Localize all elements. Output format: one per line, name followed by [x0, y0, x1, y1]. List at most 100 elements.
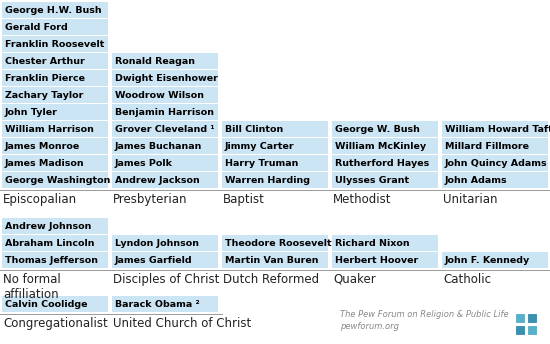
- Text: Unitarian: Unitarian: [443, 193, 498, 206]
- Text: John Adams: John Adams: [445, 176, 508, 185]
- Text: Zachary Taylor: Zachary Taylor: [5, 91, 84, 100]
- Bar: [442, 121, 548, 137]
- Bar: [2, 296, 108, 312]
- Bar: [112, 235, 218, 251]
- Text: Disciples of Christ: Disciples of Christ: [113, 273, 219, 286]
- Text: Congregationalist: Congregationalist: [3, 317, 108, 330]
- Text: Richard Nixon: Richard Nixon: [335, 239, 410, 248]
- Bar: [442, 138, 548, 154]
- Bar: [332, 172, 438, 188]
- Bar: [2, 172, 108, 188]
- Bar: [2, 218, 108, 234]
- Bar: [112, 155, 218, 171]
- Text: Grover Cleveland ¹: Grover Cleveland ¹: [115, 125, 214, 134]
- Text: John Quincy Adams: John Quincy Adams: [445, 159, 548, 168]
- Bar: [112, 172, 218, 188]
- Bar: [515, 325, 525, 335]
- Text: John F. Kennedy: John F. Kennedy: [445, 256, 530, 265]
- Text: George W. Bush: George W. Bush: [335, 125, 420, 134]
- Bar: [222, 235, 328, 251]
- Text: No formal
affiliation: No formal affiliation: [3, 273, 60, 301]
- Text: Ulysses Grant: Ulysses Grant: [335, 176, 409, 185]
- Bar: [442, 172, 548, 188]
- Text: Harry Truman: Harry Truman: [225, 159, 298, 168]
- Text: Rutherford Hayes: Rutherford Hayes: [335, 159, 429, 168]
- Text: Chester Arthur: Chester Arthur: [5, 57, 85, 66]
- Bar: [2, 2, 108, 18]
- Text: Jimmy Carter: Jimmy Carter: [225, 142, 295, 151]
- Bar: [515, 313, 525, 323]
- Bar: [2, 87, 108, 103]
- Text: James Garfield: James Garfield: [115, 256, 192, 265]
- Text: The Pew Forum on Religion & Public Life
pewforum.org: The Pew Forum on Religion & Public Life …: [340, 310, 509, 331]
- Bar: [222, 172, 328, 188]
- Text: Martin Van Buren: Martin Van Buren: [225, 256, 318, 265]
- Bar: [222, 121, 328, 137]
- Bar: [2, 104, 108, 120]
- Bar: [527, 325, 537, 335]
- Text: Benjamin Harrison: Benjamin Harrison: [115, 108, 214, 117]
- Bar: [2, 19, 108, 35]
- Bar: [527, 313, 537, 323]
- Bar: [2, 70, 108, 86]
- Bar: [112, 121, 218, 137]
- Bar: [332, 235, 438, 251]
- Bar: [112, 296, 218, 312]
- Text: George Washington: George Washington: [5, 176, 111, 185]
- Bar: [332, 121, 438, 137]
- Text: James Madison: James Madison: [5, 159, 85, 168]
- Bar: [2, 36, 108, 52]
- Text: Ronald Reagan: Ronald Reagan: [115, 57, 195, 66]
- Text: Millard Fillmore: Millard Fillmore: [445, 142, 529, 151]
- Text: James Polk: James Polk: [115, 159, 173, 168]
- Bar: [332, 155, 438, 171]
- Text: Calvin Coolidge: Calvin Coolidge: [5, 300, 87, 309]
- Bar: [222, 155, 328, 171]
- Bar: [2, 155, 108, 171]
- Bar: [442, 252, 548, 268]
- Text: James Buchanan: James Buchanan: [115, 142, 202, 151]
- Text: Woodrow Wilson: Woodrow Wilson: [115, 91, 204, 100]
- Text: William Howard Taft: William Howard Taft: [445, 125, 550, 134]
- Bar: [222, 138, 328, 154]
- Text: John Tyler: John Tyler: [5, 108, 58, 117]
- Text: Episcopalian: Episcopalian: [3, 193, 77, 206]
- Text: James Monroe: James Monroe: [5, 142, 80, 151]
- Text: Abraham Lincoln: Abraham Lincoln: [5, 239, 95, 248]
- Text: Herbert Hoover: Herbert Hoover: [335, 256, 418, 265]
- Text: Lyndon Johnson: Lyndon Johnson: [115, 239, 199, 248]
- Bar: [2, 138, 108, 154]
- Text: Andrew Johnson: Andrew Johnson: [5, 222, 91, 231]
- Text: Theodore Roosevelt: Theodore Roosevelt: [225, 239, 332, 248]
- Bar: [2, 121, 108, 137]
- Text: Franklin Roosevelt: Franklin Roosevelt: [5, 40, 104, 49]
- Bar: [112, 70, 218, 86]
- Bar: [112, 87, 218, 103]
- Bar: [442, 155, 548, 171]
- Text: Gerald Ford: Gerald Ford: [5, 23, 68, 32]
- Text: Warren Harding: Warren Harding: [225, 176, 310, 185]
- Text: William Harrison: William Harrison: [5, 125, 94, 134]
- Text: Dwight Eisenhower: Dwight Eisenhower: [115, 74, 218, 83]
- Bar: [112, 252, 218, 268]
- Bar: [112, 104, 218, 120]
- Text: George H.W. Bush: George H.W. Bush: [5, 6, 102, 15]
- Bar: [112, 53, 218, 69]
- Text: Baptist: Baptist: [223, 193, 265, 206]
- Text: Methodist: Methodist: [333, 193, 392, 206]
- Text: Franklin Pierce: Franklin Pierce: [5, 74, 85, 83]
- Text: Andrew Jackson: Andrew Jackson: [115, 176, 200, 185]
- Text: Dutch Reformed: Dutch Reformed: [223, 273, 319, 286]
- Text: William McKinley: William McKinley: [335, 142, 426, 151]
- Text: Barack Obama ²: Barack Obama ²: [115, 300, 200, 309]
- Bar: [112, 138, 218, 154]
- Text: Quaker: Quaker: [333, 273, 376, 286]
- Bar: [222, 252, 328, 268]
- Bar: [332, 252, 438, 268]
- Text: Bill Clinton: Bill Clinton: [225, 125, 283, 134]
- Text: United Church of Christ: United Church of Christ: [113, 317, 251, 330]
- Bar: [332, 138, 438, 154]
- Bar: [2, 53, 108, 69]
- Bar: [2, 235, 108, 251]
- Text: Thomas Jefferson: Thomas Jefferson: [5, 256, 98, 265]
